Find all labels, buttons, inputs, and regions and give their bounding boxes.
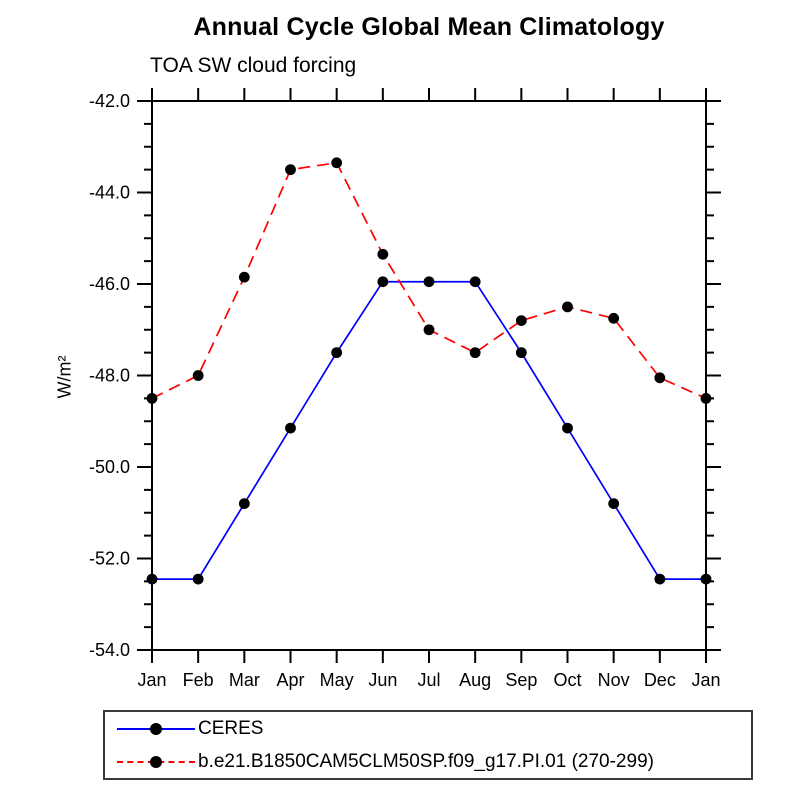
y-tick-label: -46.0 (89, 274, 130, 294)
data-point-marker (469, 276, 481, 288)
x-tick-label: Aug (459, 670, 491, 690)
x-tick-label: Mar (229, 670, 260, 690)
legend-line-sample-model (117, 755, 195, 768)
x-tick-label: Jan (137, 670, 166, 690)
black-dot-marker-icon (150, 722, 162, 735)
x-tick-label: May (320, 670, 354, 690)
y-tick-label: -50.0 (89, 457, 130, 477)
data-point-marker (192, 370, 204, 381)
data-point-marker (700, 392, 712, 404)
data-point-marker (146, 573, 158, 585)
x-tick-label: Sep (505, 670, 537, 690)
data-point-marker (654, 573, 666, 585)
data-point-marker (608, 498, 620, 509)
data-point-marker (238, 498, 250, 509)
data-point-marker (423, 276, 435, 288)
chart-title: Annual Cycle Global Mean Climatology (193, 13, 665, 41)
data-point-marker (654, 372, 666, 384)
x-tick-label: Dec (644, 670, 676, 690)
data-point-marker (146, 392, 158, 404)
y-tick-label: -44.0 (89, 183, 130, 203)
y-tick-label: -42.0 (89, 91, 130, 111)
legend-entry-model: b.e21.B1850CAM5CLM50SP.f09_g17.PI.01 (27… (117, 748, 751, 776)
data-point-marker (700, 573, 712, 585)
x-tick-label: Jul (417, 670, 440, 690)
data-point-marker (515, 347, 527, 359)
legend-label-model: b.e21.B1850CAM5CLM50SP.f09_g17.PI.01 (27… (198, 750, 654, 772)
legend-line-sample-ceres (117, 722, 195, 735)
y-tick-label: -52.0 (89, 549, 130, 569)
data-point-marker (331, 347, 343, 359)
data-point-marker (285, 164, 296, 176)
x-tick-label: Nov (598, 670, 630, 690)
data-point-marker (469, 347, 481, 359)
y-tick-label: -48.0 (89, 366, 130, 386)
x-tick-label: Apr (276, 670, 304, 690)
data-point-marker (331, 157, 343, 169)
data-point-marker (608, 312, 620, 324)
legend-entry-ceres: CERES (117, 715, 751, 743)
black-dot-marker-icon (150, 755, 162, 768)
x-tick-label: Jan (691, 670, 720, 690)
legend: CERES b.e21.B1850CAM5CLM50SP.f09_g17.PI.… (103, 710, 753, 780)
x-tick-label: Jun (368, 670, 397, 690)
data-point-marker (377, 276, 389, 288)
y-tick-label: -54.0 (89, 640, 130, 660)
x-tick-label: Feb (183, 670, 214, 690)
data-point-marker (423, 324, 435, 336)
data-point-marker (377, 248, 389, 260)
chart-subtitle: TOA SW cloud forcing (150, 54, 357, 77)
data-point-marker (562, 422, 573, 434)
plot-frame (151, 100, 707, 651)
data-point-marker (515, 315, 527, 326)
data-point-marker (192, 573, 204, 585)
data-point-marker (285, 422, 296, 434)
data-point-marker (562, 301, 573, 313)
data-point-marker (238, 271, 250, 283)
x-tick-label: Oct (553, 670, 581, 690)
legend-label-ceres: CERES (198, 717, 264, 739)
